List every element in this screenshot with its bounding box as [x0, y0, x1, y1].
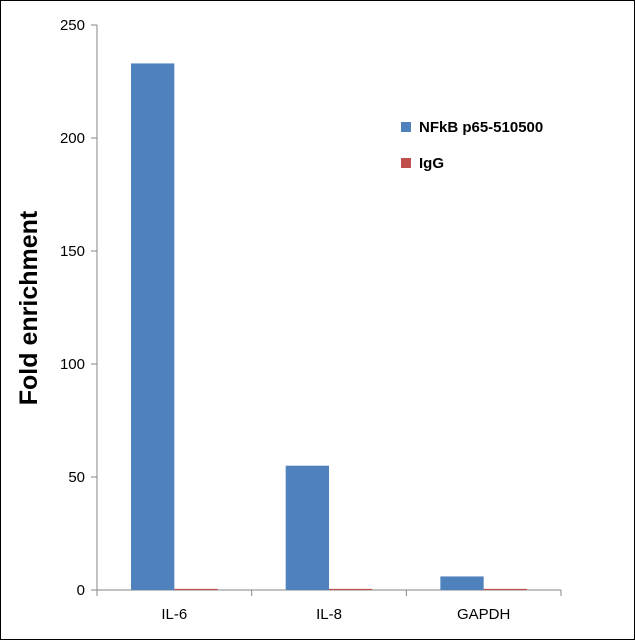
- x-tick-label: IL-8: [316, 606, 342, 623]
- y-tick-label: 50: [68, 469, 85, 486]
- y-tick-label: 250: [60, 17, 85, 34]
- y-axis-label: Fold enrichment: [15, 210, 43, 405]
- legend-entry: IgG: [419, 155, 444, 172]
- bar-nfkb: [131, 63, 175, 591]
- y-tick-label: 0: [77, 582, 85, 599]
- bar-nfkb: [285, 465, 329, 590]
- legend-swatch: [401, 158, 411, 168]
- bar-igg: [174, 588, 218, 590]
- legend: NFkB p65-510500 IgG: [401, 119, 543, 172]
- y-tick-label: 200: [60, 130, 85, 147]
- legend-entry: NFkB p65-510500: [419, 119, 543, 136]
- x-tick-label: IL-6: [161, 606, 187, 623]
- bar-nfkb: [440, 576, 484, 590]
- y-axis: 0 50 100 150 200 250: [60, 17, 98, 599]
- legend-swatch: [401, 122, 411, 132]
- bar-igg: [329, 588, 373, 590]
- y-tick-label: 150: [60, 243, 85, 260]
- x-axis: IL-6 IL-8 GAPDH: [96, 589, 562, 623]
- bars: [131, 63, 527, 591]
- y-tick-label: 100: [60, 356, 85, 373]
- x-tick-label: GAPDH: [457, 606, 510, 623]
- bar-igg: [483, 588, 527, 590]
